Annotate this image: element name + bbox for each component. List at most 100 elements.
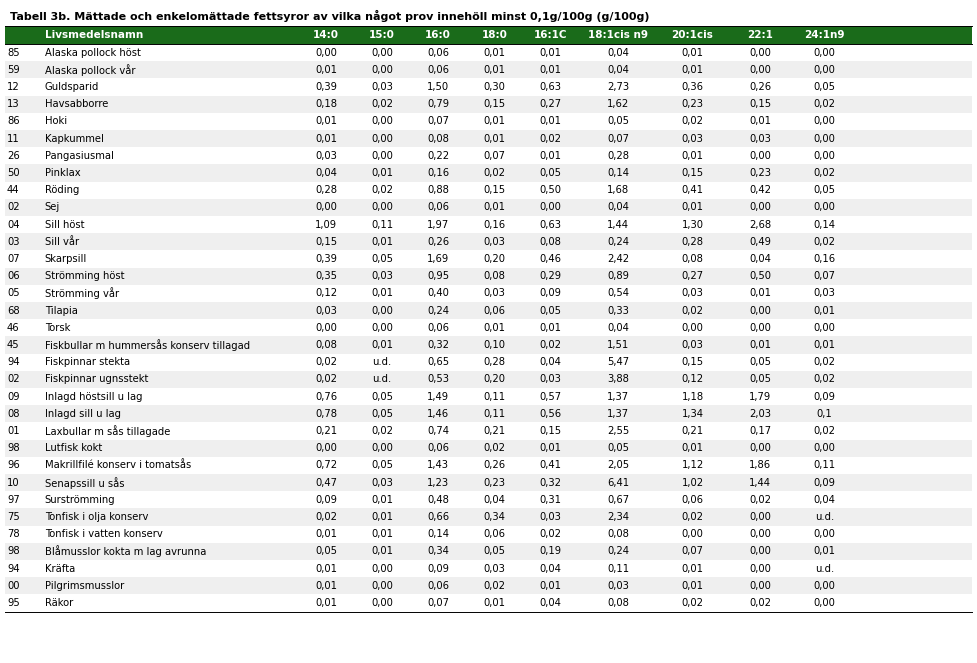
Bar — [5, 577, 972, 595]
Bar — [5, 95, 972, 113]
Text: 0,32: 0,32 — [427, 340, 449, 350]
Text: 0,27: 0,27 — [682, 271, 703, 281]
Text: Sill vår: Sill vår — [45, 237, 79, 247]
Text: 0,00: 0,00 — [371, 581, 393, 591]
Text: 0,34: 0,34 — [484, 512, 505, 522]
Text: 0,00: 0,00 — [749, 581, 771, 591]
Text: 0,01: 0,01 — [315, 529, 337, 539]
Text: 0,02: 0,02 — [749, 495, 771, 505]
Text: Alaska pollock vår: Alaska pollock vår — [45, 64, 135, 76]
Text: 2,05: 2,05 — [607, 460, 629, 471]
Text: 0,34: 0,34 — [427, 546, 449, 556]
Text: 0,00: 0,00 — [814, 443, 835, 453]
Text: 00: 00 — [7, 581, 20, 591]
Text: 0,00: 0,00 — [371, 564, 393, 573]
Text: 09: 09 — [7, 392, 20, 402]
Text: Livsmedelsnamn: Livsmedelsnamn — [45, 30, 143, 40]
Text: 0,01: 0,01 — [749, 288, 771, 298]
Text: 0,05: 0,05 — [607, 443, 629, 453]
Text: Inlagd höstsill u lag: Inlagd höstsill u lag — [45, 392, 143, 402]
Text: 0,02: 0,02 — [682, 306, 703, 316]
Text: 44: 44 — [7, 185, 20, 195]
Text: 11: 11 — [7, 134, 20, 144]
Text: 0,11: 0,11 — [814, 460, 835, 471]
Text: 0,06: 0,06 — [484, 306, 505, 316]
Bar — [5, 319, 972, 336]
Text: 98: 98 — [7, 443, 20, 453]
Text: 0,36: 0,36 — [682, 82, 703, 92]
Text: 0,03: 0,03 — [539, 375, 562, 385]
Text: 1,44: 1,44 — [607, 219, 629, 229]
Text: 1,18: 1,18 — [682, 392, 703, 402]
Text: 16:1C: 16:1C — [533, 30, 567, 40]
Text: 0,00: 0,00 — [814, 134, 835, 144]
Text: 0,01: 0,01 — [484, 117, 505, 127]
Text: 0,01: 0,01 — [682, 202, 703, 212]
Text: 0,01: 0,01 — [749, 340, 771, 350]
Text: 0,00: 0,00 — [371, 306, 393, 316]
Text: 0,04: 0,04 — [607, 202, 629, 212]
Text: 0,14: 0,14 — [814, 219, 835, 229]
Text: 0,02: 0,02 — [682, 117, 703, 127]
Text: 0,00: 0,00 — [371, 202, 393, 212]
Text: 0,03: 0,03 — [316, 306, 337, 316]
Text: 0,02: 0,02 — [539, 134, 562, 144]
Bar — [5, 388, 972, 405]
Text: 0,07: 0,07 — [814, 271, 835, 281]
Text: 97: 97 — [7, 495, 20, 505]
Text: 0,56: 0,56 — [539, 409, 562, 419]
Text: 0,00: 0,00 — [749, 529, 771, 539]
Text: 0,05: 0,05 — [484, 546, 505, 556]
Text: 0,00: 0,00 — [814, 117, 835, 127]
Text: 03: 03 — [7, 237, 20, 247]
Text: 0,11: 0,11 — [484, 392, 505, 402]
Bar — [5, 491, 972, 509]
Text: 02: 02 — [7, 202, 20, 212]
Text: 0,07: 0,07 — [427, 117, 449, 127]
Text: 68: 68 — [7, 306, 20, 316]
Text: 0,74: 0,74 — [427, 426, 449, 436]
Text: 0,04: 0,04 — [484, 495, 505, 505]
Text: 0,00: 0,00 — [749, 151, 771, 161]
Text: 0,00: 0,00 — [682, 529, 703, 539]
Bar — [5, 78, 972, 95]
Text: 1,02: 1,02 — [682, 477, 703, 487]
Text: 0,00: 0,00 — [749, 564, 771, 573]
Text: 0,22: 0,22 — [427, 151, 449, 161]
Text: 0,15: 0,15 — [539, 426, 562, 436]
Text: 0,15: 0,15 — [682, 357, 703, 367]
Text: 1,51: 1,51 — [607, 340, 629, 350]
Text: 1,49: 1,49 — [427, 392, 449, 402]
Text: 0,00: 0,00 — [749, 443, 771, 453]
Text: 0,63: 0,63 — [539, 82, 562, 92]
Text: 0,07: 0,07 — [607, 134, 629, 144]
Text: Pinklax: Pinklax — [45, 168, 80, 178]
Text: u.d.: u.d. — [815, 564, 834, 573]
Text: 0,04: 0,04 — [539, 357, 562, 367]
Text: 0,53: 0,53 — [427, 375, 449, 385]
Text: 0,06: 0,06 — [427, 65, 449, 75]
Bar — [5, 164, 972, 182]
Text: Lutfisk kokt: Lutfisk kokt — [45, 443, 102, 453]
Text: 59: 59 — [7, 65, 20, 75]
Text: 0,01: 0,01 — [371, 340, 393, 350]
Text: 0,06: 0,06 — [427, 581, 449, 591]
Text: 0,08: 0,08 — [427, 134, 449, 144]
Text: 0,01: 0,01 — [539, 48, 562, 58]
Bar — [5, 371, 972, 388]
Text: 0,57: 0,57 — [539, 392, 562, 402]
Bar — [5, 216, 972, 233]
Text: Strömming höst: Strömming höst — [45, 271, 124, 281]
Bar — [5, 61, 972, 78]
Text: 0,04: 0,04 — [607, 65, 629, 75]
Text: 0,01: 0,01 — [371, 288, 393, 298]
Text: 0,00: 0,00 — [749, 323, 771, 333]
Text: 18:1cis n9: 18:1cis n9 — [588, 30, 648, 40]
Text: 0,01: 0,01 — [484, 202, 505, 212]
Text: 0,00: 0,00 — [749, 306, 771, 316]
Text: 0,20: 0,20 — [484, 375, 505, 385]
Text: 0,01: 0,01 — [315, 65, 337, 75]
Text: 0,78: 0,78 — [315, 409, 337, 419]
Text: Tilapia: Tilapia — [45, 306, 77, 316]
Text: 0,41: 0,41 — [682, 185, 703, 195]
